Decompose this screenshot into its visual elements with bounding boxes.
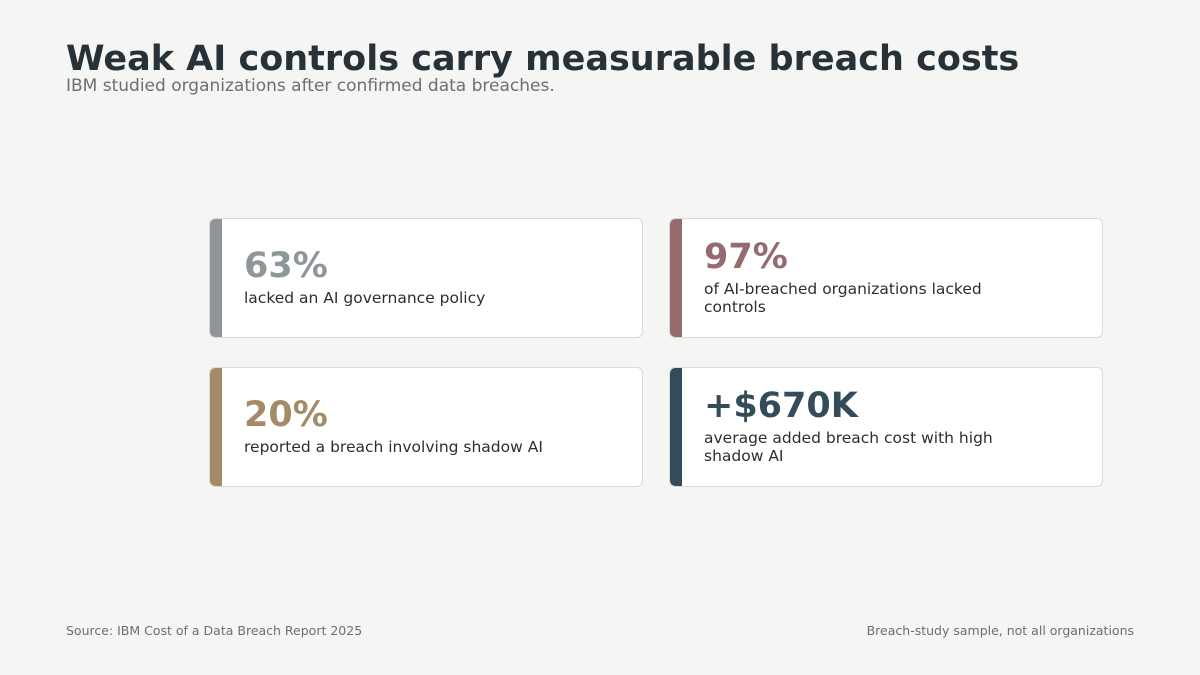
page-title: Weak AI controls carry measurable breach… (66, 39, 1020, 79)
stat-card-governance-policy: 63% lacked an AI governance policy (209, 218, 643, 338)
stat-value: 63% (244, 246, 328, 287)
sample-note: Breach-study sample, not all organizatio… (866, 623, 1134, 638)
source-note: Source: IBM Cost of a Data Breach Report… (66, 623, 363, 638)
card-accent-bar (210, 219, 222, 337)
card-accent-bar (670, 368, 682, 486)
stat-value: 20% (244, 395, 328, 436)
stat-description: of AI-breached organizations lacked cont… (704, 279, 982, 317)
stat-card-shadow-ai-breach: 20% reported a breach involving shadow A… (209, 367, 643, 487)
page-subtitle: IBM studied organizations after confirme… (66, 76, 555, 96)
card-content: +$670K average added breach cost with hi… (704, 368, 1072, 486)
stat-card-added-breach-cost: +$670K average added breach cost with hi… (669, 367, 1103, 487)
card-content: 97% of AI-breached organizations lacked … (704, 219, 1072, 337)
card-content: 63% lacked an AI governance policy (244, 219, 612, 337)
stat-description: reported a breach involving shadow AI (244, 438, 543, 457)
card-content: 20% reported a breach involving shadow A… (244, 368, 612, 486)
card-accent-bar (210, 368, 222, 486)
stat-description: average added breach cost with high shad… (704, 428, 993, 466)
stat-description: lacked an AI governance policy (244, 289, 486, 308)
stat-value: +$670K (704, 386, 858, 427)
stat-value: 97% (704, 237, 788, 278)
stat-card-lacked-controls: 97% of AI-breached organizations lacked … (669, 218, 1103, 338)
card-accent-bar (670, 219, 682, 337)
